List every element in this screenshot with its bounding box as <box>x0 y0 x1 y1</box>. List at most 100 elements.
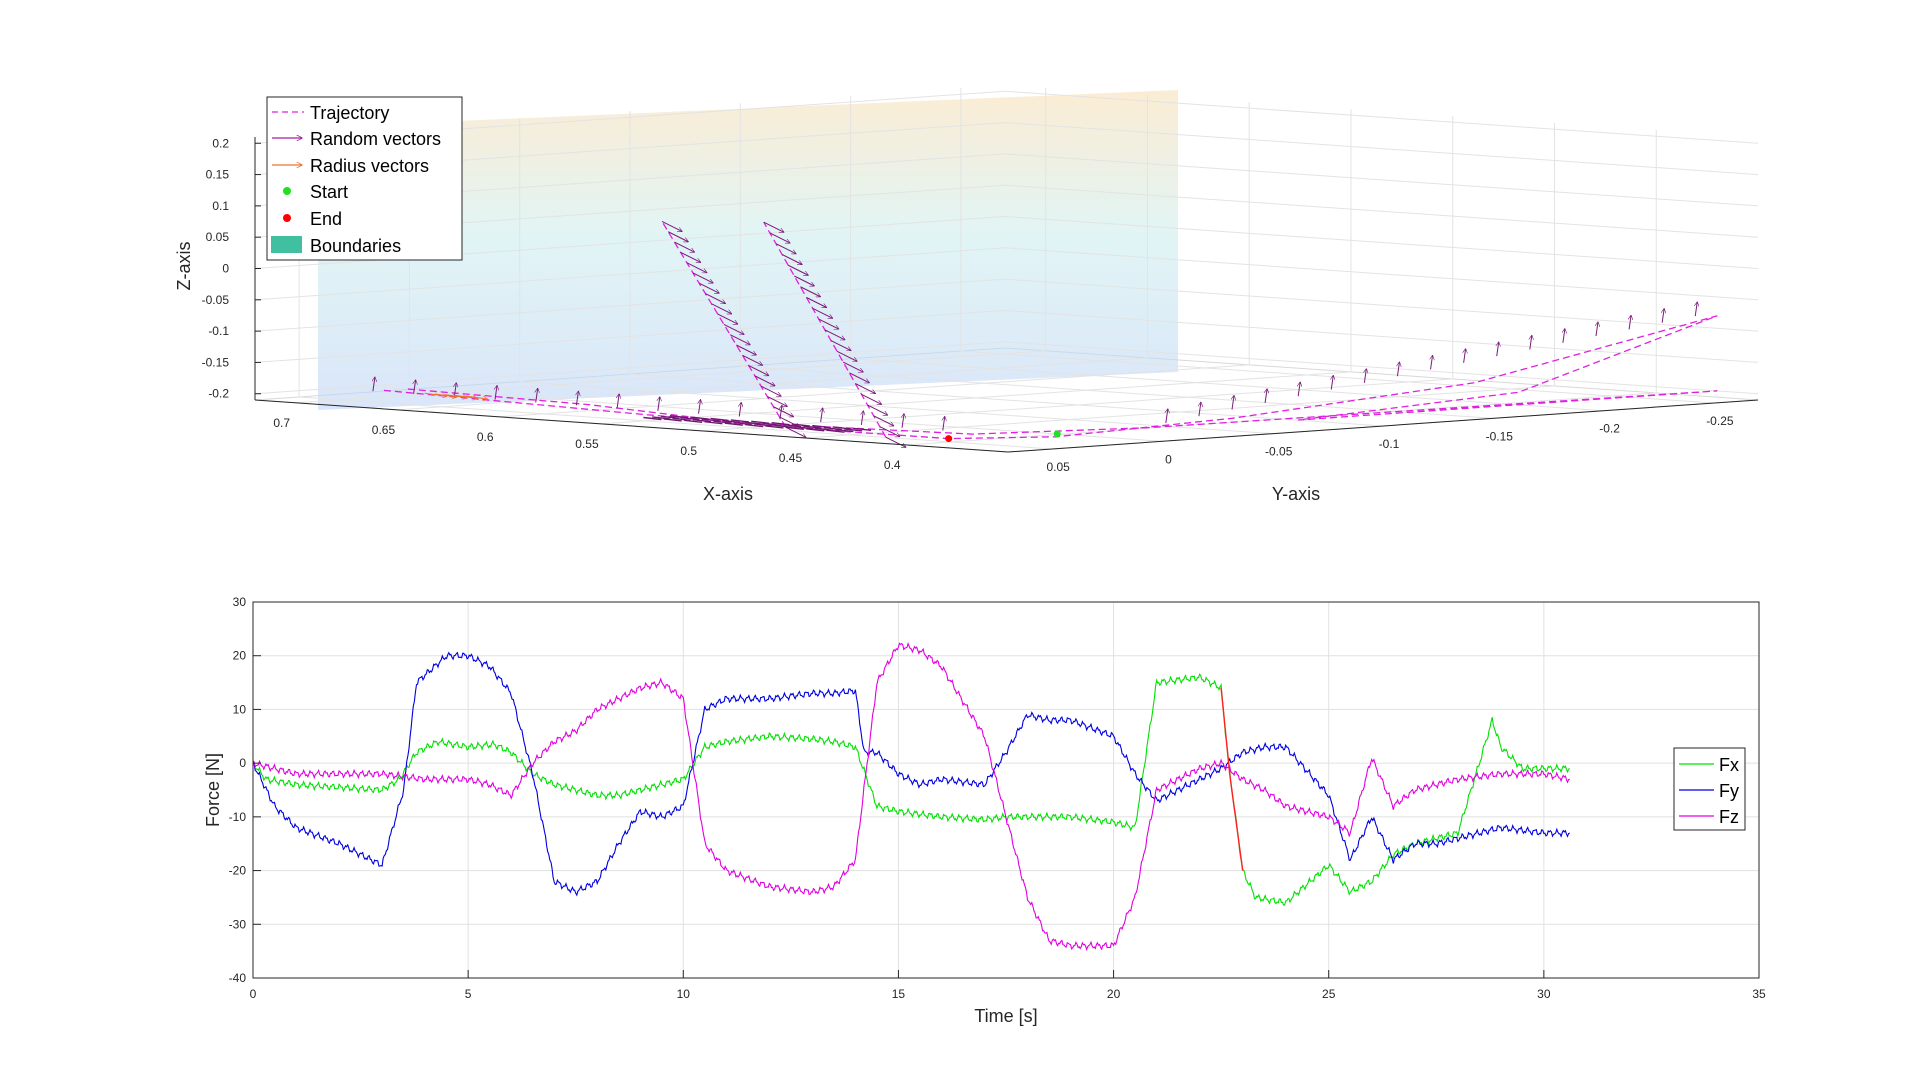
z-tick-label: 0 <box>222 262 229 276</box>
random-vector-arrow <box>1464 349 1466 363</box>
random-vector-arrow <box>902 414 904 428</box>
random-vector-arrow <box>698 282 719 293</box>
svg-text:Fz: Fz <box>1719 807 1739 827</box>
random-vector-arrow <box>1265 389 1267 403</box>
legend-item-radius-vectors: Radius vectors <box>272 156 429 176</box>
legend-item-fz: Fz <box>1679 807 1739 827</box>
random-vector-arrow <box>739 402 741 417</box>
svg-text:Boundaries: Boundaries <box>310 236 401 256</box>
x-tick-label: 5 <box>465 987 472 1001</box>
force-plot-series <box>252 642 1570 952</box>
random-vector-arrow <box>794 426 813 430</box>
random-vector-arrow <box>765 425 784 429</box>
legend-item-random-vectors: Random vectors <box>272 129 441 149</box>
y-tick-label: 10 <box>233 702 247 716</box>
random-vector-arrow <box>751 420 770 424</box>
random-vector-arrow <box>711 303 732 314</box>
random-vector-arrow <box>661 221 682 231</box>
x-tick-label: 0.5 <box>680 444 697 458</box>
random-vector-arrow <box>763 221 784 232</box>
random-vector-arrow <box>729 334 750 345</box>
y-axis-line <box>1007 399 1759 453</box>
series-line-fy <box>252 651 1570 897</box>
x-tick-label: 25 <box>1322 987 1336 1001</box>
random-vector-arrow <box>658 397 660 411</box>
random-vector-arrow <box>1431 355 1433 370</box>
random-vector-arrow <box>852 427 872 432</box>
random-vector-arrow <box>823 426 842 431</box>
random-vector-arrow <box>760 385 781 396</box>
random-vector-arrow <box>785 426 806 437</box>
random-vector-arrow <box>1232 396 1234 410</box>
force-axis-label: Force [N] <box>203 753 223 827</box>
random-vector-arrow <box>867 404 888 415</box>
random-vector-arrow <box>806 297 827 308</box>
y-tick-label: -30 <box>229 917 247 931</box>
random-vector-arrow <box>1397 362 1399 377</box>
force-plot-area <box>253 602 1759 978</box>
random-vector-arrow <box>769 232 790 243</box>
random-vector-arrow <box>812 424 831 429</box>
legend-box <box>266 96 463 261</box>
x-tick-label: 0.65 <box>372 423 396 437</box>
y-tick-label: -0.2 <box>1599 422 1620 436</box>
y-floor-gridline <box>299 396 1053 450</box>
x-tick-label: 15 <box>892 987 906 1001</box>
random-vector-arrow <box>684 419 703 424</box>
random-vector-arrow <box>686 262 707 273</box>
random-vector-arrow <box>713 420 732 424</box>
random-vector-arrow <box>710 417 729 422</box>
legend-item-trajectory: Trajectory <box>272 103 389 123</box>
y-tick-label: -40 <box>229 971 247 985</box>
x-tick-label: 30 <box>1537 987 1551 1001</box>
random-vector-arrow <box>1364 369 1366 383</box>
y-tick-label: -20 <box>229 864 247 878</box>
random-vector-arrow <box>652 416 671 420</box>
random-vector-arrow <box>791 423 811 427</box>
y-tick-label: 0.05 <box>1046 460 1070 474</box>
force-legend: Fx Fy Fz <box>1673 747 1746 831</box>
random-vector-arrow <box>1298 382 1300 397</box>
random-vector-arrow <box>717 313 738 324</box>
x-tick-label: 35 <box>1752 987 1766 1001</box>
x-tick-label: 20 <box>1107 987 1121 1001</box>
legend-item-fy: Fy <box>1679 781 1739 801</box>
x-tick-label: 0.55 <box>575 437 599 451</box>
force-plot-ticks: 0 5 10 15 20 25 30 35 30 20 10 0 -10 -20 -30 -40 <box>229 595 1766 1001</box>
svg-text:Trajectory: Trajectory <box>310 103 389 123</box>
svg-text:Radius vectors: Radius vectors <box>310 156 429 176</box>
random-vector-arrow <box>842 361 863 372</box>
y-axis-label: Y-axis <box>1272 484 1320 504</box>
random-vector-arrow <box>753 423 773 427</box>
random-vector-arrow <box>495 386 497 400</box>
legend-item-start: Start <box>283 182 348 202</box>
random-vector-arrow <box>814 427 834 431</box>
random-vector-arrow <box>1662 309 1664 323</box>
random-vector-arrow <box>773 406 793 417</box>
random-vector-arrow <box>742 421 761 425</box>
random-vector-arrow <box>680 251 701 262</box>
random-vector-arrow <box>835 428 854 433</box>
svg-text:Fx: Fx <box>1719 755 1739 775</box>
x-tick-label: 10 <box>677 987 691 1001</box>
z-tick-label: -0.1 <box>208 324 229 338</box>
random-vector-arrow <box>774 424 793 429</box>
y-floor-gridline <box>519 381 1273 435</box>
random-vector-arrow <box>803 425 822 429</box>
random-vector-arrow <box>1497 342 1499 357</box>
random-vector-arrow <box>785 426 804 431</box>
x-tick-label: 0.6 <box>477 430 494 444</box>
random-vector-arrow <box>736 344 756 355</box>
random-vector-arrow <box>818 318 839 329</box>
radius-vector-arrow <box>424 392 447 396</box>
random-vector-arrow <box>832 426 851 430</box>
x-tick-label: 0 <box>250 987 257 1001</box>
random-vector-arrow <box>830 340 851 351</box>
plot3d-grid <box>254 87 1759 450</box>
random-vector-arrow <box>806 428 825 432</box>
random-vector-arrow <box>754 375 775 386</box>
series-line-fx <box>252 673 1570 906</box>
random-vector-arrow <box>855 383 875 394</box>
y-tick-label: 0 <box>239 756 246 770</box>
y-floor-gridline <box>850 358 1604 412</box>
